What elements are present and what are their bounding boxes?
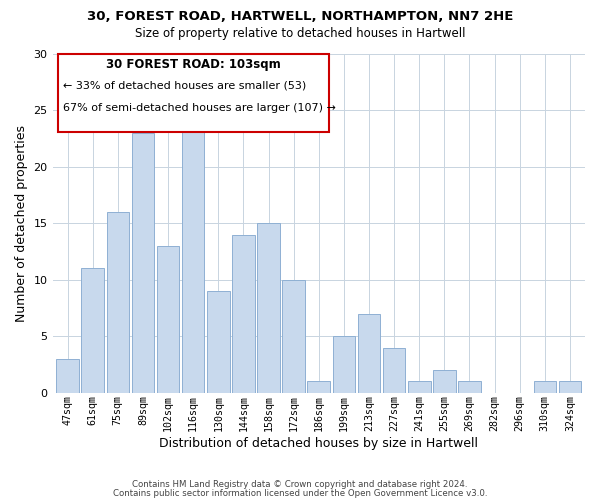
Text: ← 33% of detached houses are smaller (53): ← 33% of detached houses are smaller (53… [62,80,306,90]
Bar [232,234,255,392]
Bar [332,336,355,392]
Bar [157,246,179,392]
Text: Contains public sector information licensed under the Open Government Licence v3: Contains public sector information licen… [113,488,487,498]
Bar [283,280,305,392]
Text: 30, FOREST ROAD, HARTWELL, NORTHAMPTON, NN7 2HE: 30, FOREST ROAD, HARTWELL, NORTHAMPTON, … [87,10,513,23]
Bar [358,314,380,392]
Bar [408,382,431,392]
Bar [182,110,205,392]
Text: 67% of semi-detached houses are larger (107) →: 67% of semi-detached houses are larger (… [62,102,335,113]
Bar [56,359,79,392]
Text: Size of property relative to detached houses in Hartwell: Size of property relative to detached ho… [135,28,465,40]
Bar [458,382,481,392]
Bar [257,224,280,392]
Bar [131,133,154,392]
Bar [207,291,230,392]
Bar [533,382,556,392]
Y-axis label: Number of detached properties: Number of detached properties [15,125,28,322]
Bar [307,382,330,392]
Bar [82,268,104,392]
Bar [433,370,455,392]
Bar [383,348,406,393]
Bar [107,212,129,392]
Bar [559,382,581,392]
X-axis label: Distribution of detached houses by size in Hartwell: Distribution of detached houses by size … [159,437,478,450]
Text: 30 FOREST ROAD: 103sqm: 30 FOREST ROAD: 103sqm [106,58,281,71]
Text: Contains HM Land Registry data © Crown copyright and database right 2024.: Contains HM Land Registry data © Crown c… [132,480,468,489]
